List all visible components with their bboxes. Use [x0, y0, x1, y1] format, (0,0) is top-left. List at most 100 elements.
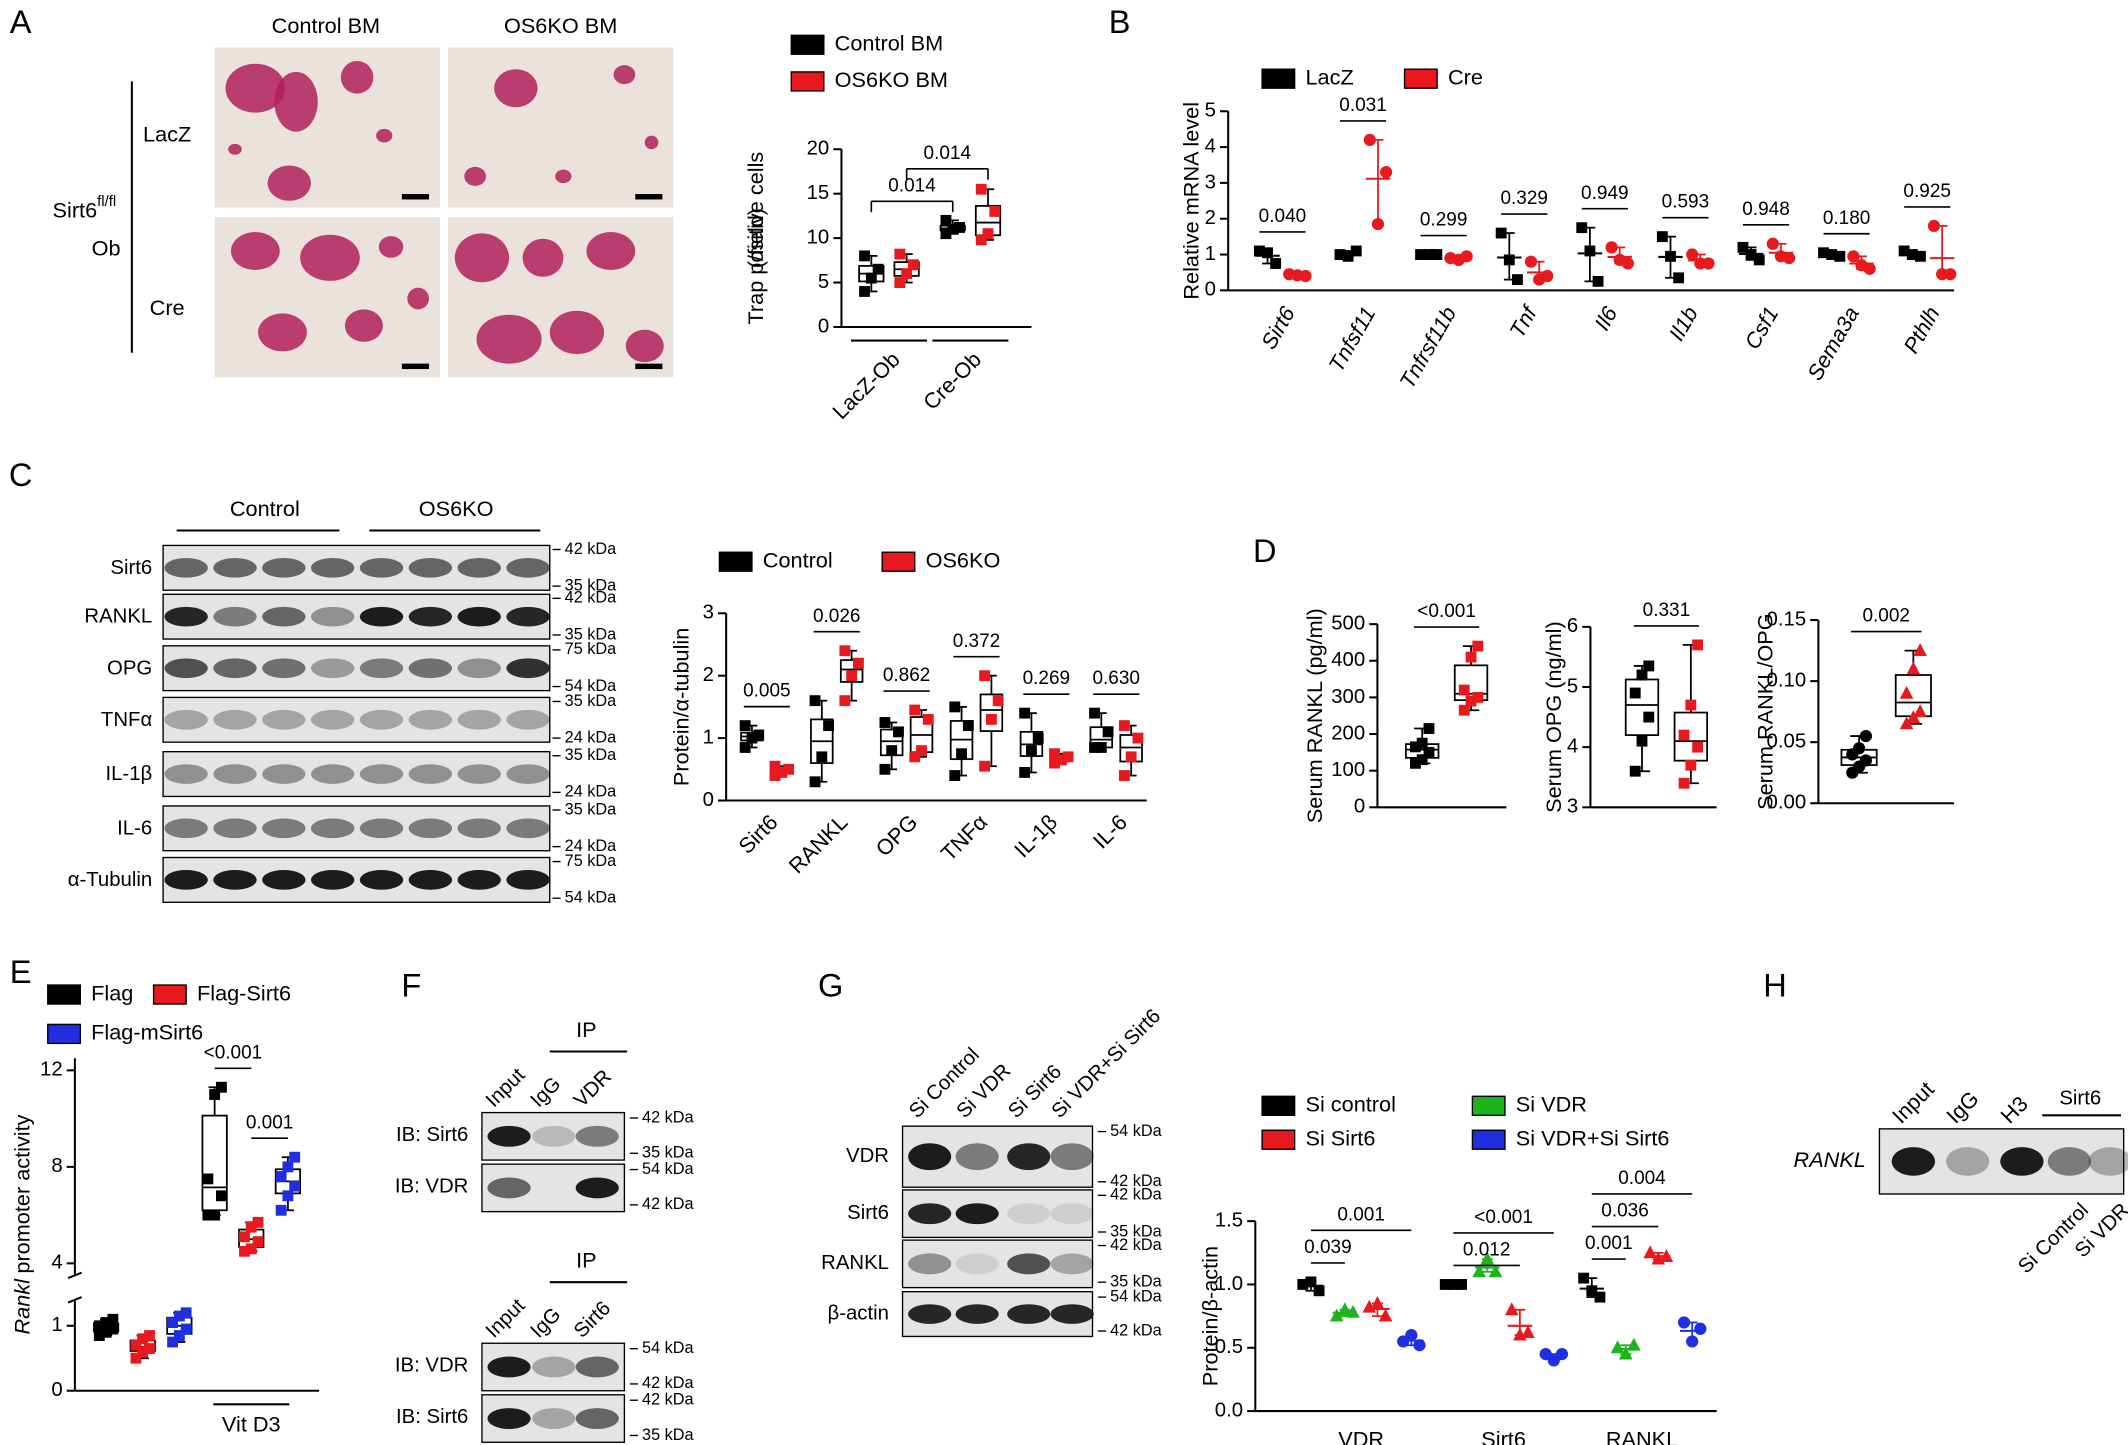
p-value: 0.180 — [1823, 208, 1871, 229]
x-tick-label: Csf1 — [1740, 302, 1784, 353]
p-value: 0.012 — [1463, 1240, 1511, 1261]
p-value: <0.001 — [1417, 601, 1476, 622]
point — [1899, 685, 1914, 699]
x-tick-label: VDR — [1338, 1427, 1384, 1445]
point — [1465, 695, 1477, 707]
row-label: Sirt6 — [847, 1202, 889, 1224]
point — [1415, 249, 1426, 260]
point — [1458, 704, 1470, 716]
x-tick-label: Sema3a — [1802, 302, 1864, 384]
point — [809, 695, 821, 707]
point — [985, 713, 997, 725]
point — [1659, 1249, 1674, 1263]
scale-bar — [401, 194, 430, 200]
marker-label: 24 kDa — [565, 783, 617, 801]
point — [894, 277, 906, 288]
point — [1592, 275, 1604, 287]
point — [1132, 732, 1144, 744]
panel-letter: A — [10, 4, 32, 40]
point — [949, 701, 961, 713]
y-tick-label: 0.05 — [1767, 731, 1807, 753]
genotype-label: Sirt6fl/fl — [53, 193, 117, 222]
p-value: 0.949 — [1581, 183, 1629, 204]
point — [1495, 227, 1507, 239]
point — [949, 770, 961, 781]
y-tick-label: 0.10 — [1767, 669, 1807, 691]
legend-swatch — [718, 551, 753, 572]
lane-label: Sirt6 — [570, 1297, 615, 1342]
point — [909, 704, 921, 716]
point — [1118, 720, 1130, 732]
point — [916, 745, 927, 757]
band — [408, 818, 453, 839]
point — [1692, 639, 1704, 651]
point — [1863, 262, 1876, 275]
p-value: 0.299 — [1420, 210, 1468, 231]
band — [908, 1143, 952, 1171]
p-value: 0.001 — [246, 1112, 294, 1133]
point — [144, 1343, 155, 1354]
point — [180, 1307, 192, 1319]
point — [1342, 250, 1354, 262]
lane-label: H3 — [1996, 1091, 2033, 1128]
point — [1413, 1339, 1426, 1352]
point — [1480, 1251, 1495, 1265]
point — [107, 1313, 119, 1325]
stained-cell — [549, 310, 605, 355]
band — [359, 709, 404, 730]
band — [487, 1356, 531, 1378]
point — [1673, 272, 1685, 284]
point — [853, 657, 864, 669]
point — [962, 720, 974, 732]
point — [872, 263, 884, 275]
band — [487, 1408, 531, 1429]
point — [1636, 669, 1648, 681]
legend-swatch — [1261, 1129, 1296, 1150]
band — [164, 818, 208, 839]
legend-swatch — [47, 1023, 81, 1045]
band — [262, 658, 306, 679]
band — [213, 606, 257, 627]
point — [1913, 643, 1927, 657]
point — [1460, 250, 1473, 263]
point — [137, 1333, 149, 1345]
box — [1894, 674, 1932, 718]
point — [1621, 257, 1634, 270]
point — [1636, 735, 1648, 747]
legend-swatch — [1261, 1095, 1296, 1116]
point — [947, 223, 959, 235]
point — [1818, 247, 1829, 259]
point — [100, 1317, 112, 1328]
point — [975, 234, 987, 246]
marker-label: 35 kDa — [565, 746, 617, 764]
band — [457, 658, 501, 679]
legend-swatch — [1471, 1129, 1506, 1150]
x-tick-label: Cre-Ob — [918, 347, 986, 415]
marker-label: 35 kDa — [565, 692, 617, 710]
point — [252, 1216, 264, 1228]
legend-label: OS6KO — [926, 547, 1001, 572]
axis-break — [67, 1296, 83, 1304]
point — [1576, 222, 1588, 234]
genotype-line: Ob — [92, 235, 121, 260]
point — [1737, 241, 1749, 253]
point — [1062, 751, 1074, 763]
band — [532, 1356, 576, 1378]
p-value: 0.372 — [953, 631, 1001, 652]
ip-label: IP — [576, 1248, 597, 1273]
row-label: RANKL — [84, 606, 152, 628]
marker-label: 42 kDa — [642, 1374, 694, 1392]
point — [816, 751, 828, 763]
band — [457, 764, 501, 784]
y-tick-label: 1 — [51, 1314, 62, 1336]
y-axis-label: Rankl promoter activity — [9, 1114, 34, 1334]
point — [839, 645, 851, 657]
band — [487, 1177, 531, 1199]
point — [859, 250, 870, 262]
point — [989, 206, 1001, 217]
p-value: 0.001 — [1585, 1233, 1633, 1254]
point — [1605, 241, 1618, 254]
band — [262, 709, 306, 730]
group-label: Sirt6 — [2059, 1087, 2101, 1109]
point — [1102, 726, 1114, 738]
